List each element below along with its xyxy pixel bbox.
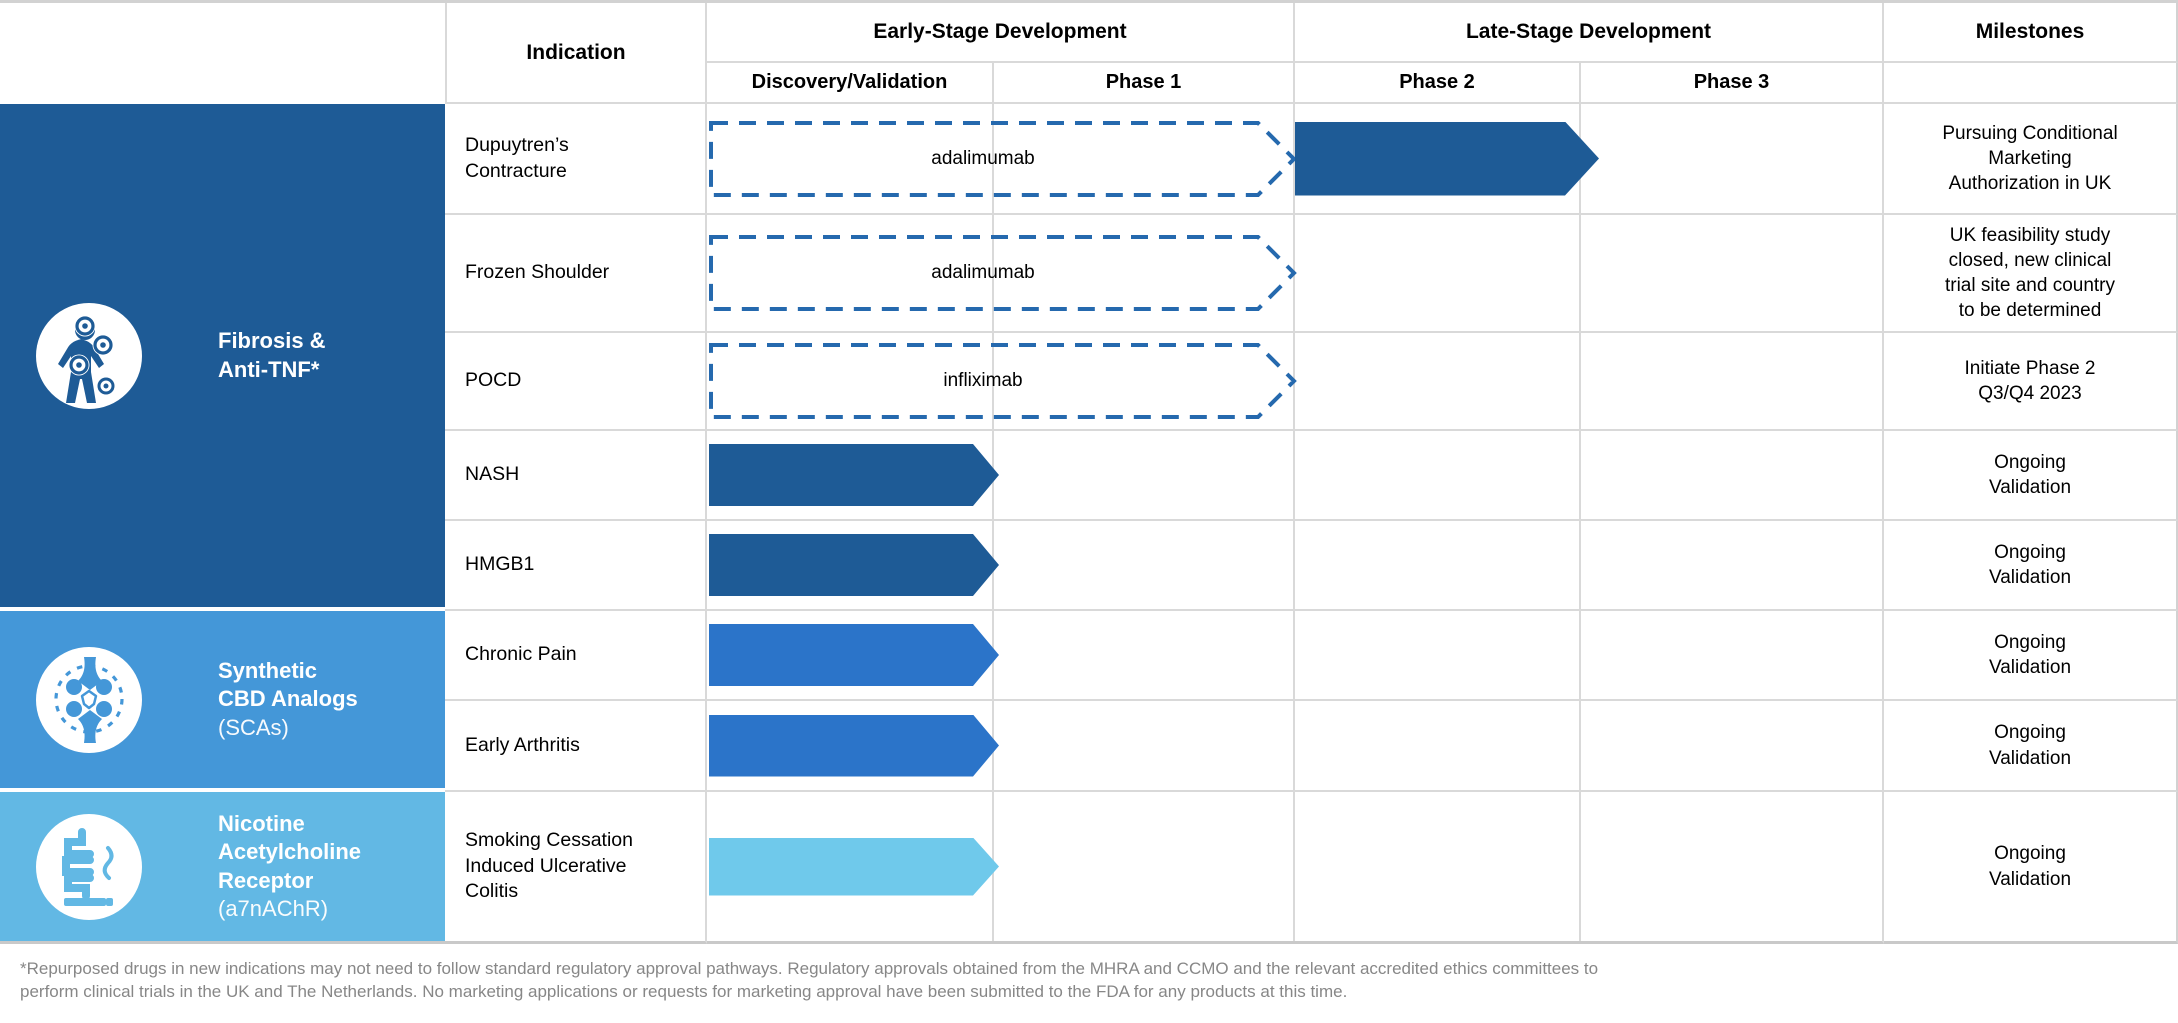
pipeline-track: [707, 701, 1884, 792]
column-group-header-early-stage: Early-Stage Development: [707, 3, 1295, 63]
milestone-cell: Initiate Phase 2 Q3/Q4 2023: [1884, 333, 2178, 431]
indication-nash: NASH: [445, 431, 707, 521]
milestone-cell: Ongoing Validation: [1884, 701, 2178, 792]
indication-frozen-shoulder: Frozen Shoulder: [445, 215, 707, 333]
milestone-cell: Ongoing Validation: [1884, 792, 2178, 944]
category-nicotine-acetylcholine-receptor: Nicotine Acetylcholine Receptor (a7nAChR…: [0, 792, 445, 944]
header-milestones-spacer: [1884, 63, 2178, 104]
category-subname: (SCAs): [218, 714, 289, 740]
column-header-phase-3: Phase 3: [1581, 63, 1884, 104]
gridline: [1293, 701, 1295, 790]
indication-dupuytrens-contracture: Dupuytren’s Contracture: [445, 104, 707, 215]
dashed-progress-arrow: adalimumab: [709, 120, 1297, 198]
gridline: [1579, 792, 1581, 941]
indication-early-arthritis: Early Arthritis: [445, 701, 707, 792]
body-targets-icon: [36, 302, 142, 409]
milestone-cell: UK feasibility study closed, new clinica…: [1884, 215, 2178, 333]
indication-smoking-cessation-ulcerative-colitis: Smoking Cessation Induced Ulcerative Col…: [445, 792, 707, 944]
pipeline-track: [707, 521, 1884, 611]
dashed-progress-arrow: adalimumab: [709, 234, 1297, 312]
pipeline-track: adalimumab: [707, 215, 1884, 333]
pipeline-table: Indication Early-Stage Development Late-…: [0, 3, 2178, 944]
dashed-progress-arrow: infliximab: [709, 342, 1297, 420]
solid-progress-arrow-phase2: [1295, 122, 1599, 196]
gridline: [992, 333, 994, 429]
joint-icon: [36, 646, 142, 753]
drug-label: adalimumab: [931, 147, 1035, 169]
column-header-milestones: Milestones: [1884, 3, 2178, 63]
intestine-smoking-icon: [36, 813, 142, 920]
milestone-cell: Ongoing Validation: [1884, 521, 2178, 611]
column-group-header-late-stage: Late-Stage Development: [1295, 3, 1884, 63]
drug-label: infliximab: [943, 370, 1023, 391]
indication-hmgb1: HMGB1: [445, 521, 707, 611]
category-label: Synthetic CBD Analogs (SCAs): [218, 657, 358, 741]
column-header-phase-2: Phase 2: [1295, 63, 1581, 104]
gridline: [1579, 521, 1581, 609]
category-name: Nicotine Acetylcholine Receptor: [218, 811, 362, 893]
category-name: Fibrosis & Anti-TNF*: [218, 328, 326, 382]
solid-progress-arrow: [709, 534, 999, 596]
column-header-indication: Indication: [445, 3, 707, 104]
milestone-cell: Ongoing Validation: [1884, 431, 2178, 521]
category-subname: (a7nAChR): [218, 895, 329, 921]
pipeline-track: [707, 792, 1884, 944]
gridline: [1293, 431, 1295, 519]
category-label: Fibrosis & Anti-TNF*: [218, 327, 326, 383]
gridline: [1579, 431, 1581, 519]
milestone-cell: Pursuing Conditional Marketing Authoriza…: [1884, 104, 2178, 215]
gridline: [1293, 521, 1295, 609]
gridline: [1293, 611, 1295, 699]
indication-pocd: POCD: [445, 333, 707, 431]
drug-label: adalimumab: [931, 262, 1035, 283]
gridline: [992, 104, 994, 213]
header-corner-cell: [0, 3, 445, 104]
pipeline-track: [707, 611, 1884, 701]
milestone-cell: Ongoing Validation: [1884, 611, 2178, 701]
solid-progress-arrow: [709, 624, 999, 686]
solid-progress-arrow: [709, 838, 999, 896]
category-fibrosis-anti-tnf: Fibrosis & Anti-TNF*: [0, 104, 445, 611]
category-name: Synthetic CBD Analogs: [218, 658, 358, 712]
column-header-discovery-validation: Discovery/Validation: [707, 63, 994, 104]
pipeline-track: [707, 431, 1884, 521]
gridline: [1579, 215, 1581, 331]
indication-chronic-pain: Chronic Pain: [445, 611, 707, 701]
category-synthetic-cbd-analogs: Synthetic CBD Analogs (SCAs): [0, 611, 445, 792]
pipeline-track: adalimumab: [707, 104, 1884, 215]
category-label: Nicotine Acetylcholine Receptor (a7nAChR…: [218, 810, 361, 923]
gridline: [1579, 333, 1581, 429]
solid-progress-arrow: [709, 444, 999, 506]
gridline: [992, 215, 994, 331]
column-header-phase-1: Phase 1: [994, 63, 1295, 104]
gridline: [1579, 701, 1581, 790]
footnote: *Repurposed drugs in new indications may…: [0, 944, 2178, 1023]
solid-progress-arrow: [709, 715, 999, 777]
gridline: [1579, 611, 1581, 699]
gridline: [1293, 792, 1295, 941]
pipeline-track: infliximab: [707, 333, 1884, 431]
